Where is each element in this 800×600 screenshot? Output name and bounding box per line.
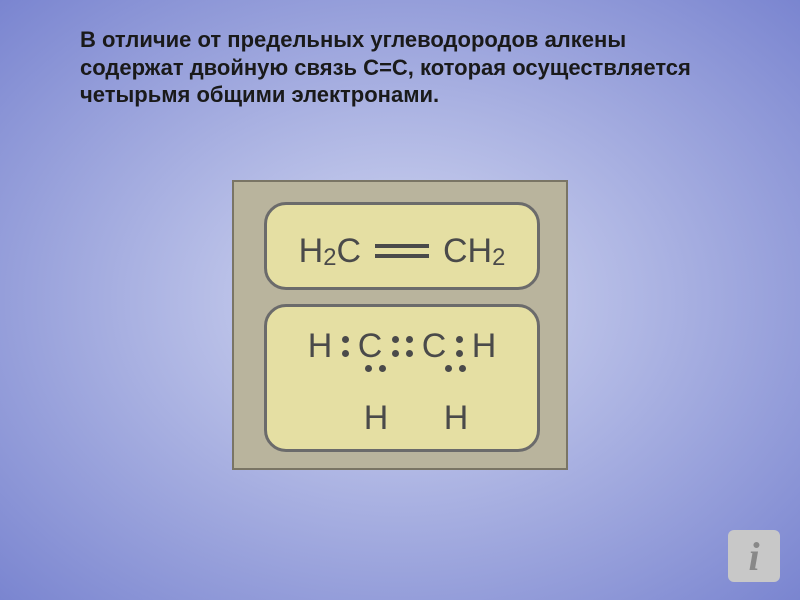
- lewis-row-top: H C C H: [267, 325, 537, 366]
- chemistry-figure: H2CCH2 H C C H HH: [232, 180, 568, 470]
- lewis-vertical-dots-right: [445, 365, 466, 372]
- lewis-formula-panel: H C C H HH: [264, 304, 540, 452]
- slide-title: В отличие от предельных углеводородов ал…: [80, 26, 720, 109]
- lewis-vertical-dots-left: [365, 365, 386, 372]
- slide-root: В отличие от предельных углеводородов ал…: [0, 0, 800, 600]
- lewis-row-bottom: HH: [267, 399, 537, 433]
- info-icon: i: [748, 533, 759, 580]
- structural-formula-panel: H2CCH2: [264, 202, 540, 290]
- ethene-structural-formula: H2CCH2: [267, 230, 537, 271]
- info-button[interactable]: i: [728, 530, 780, 582]
